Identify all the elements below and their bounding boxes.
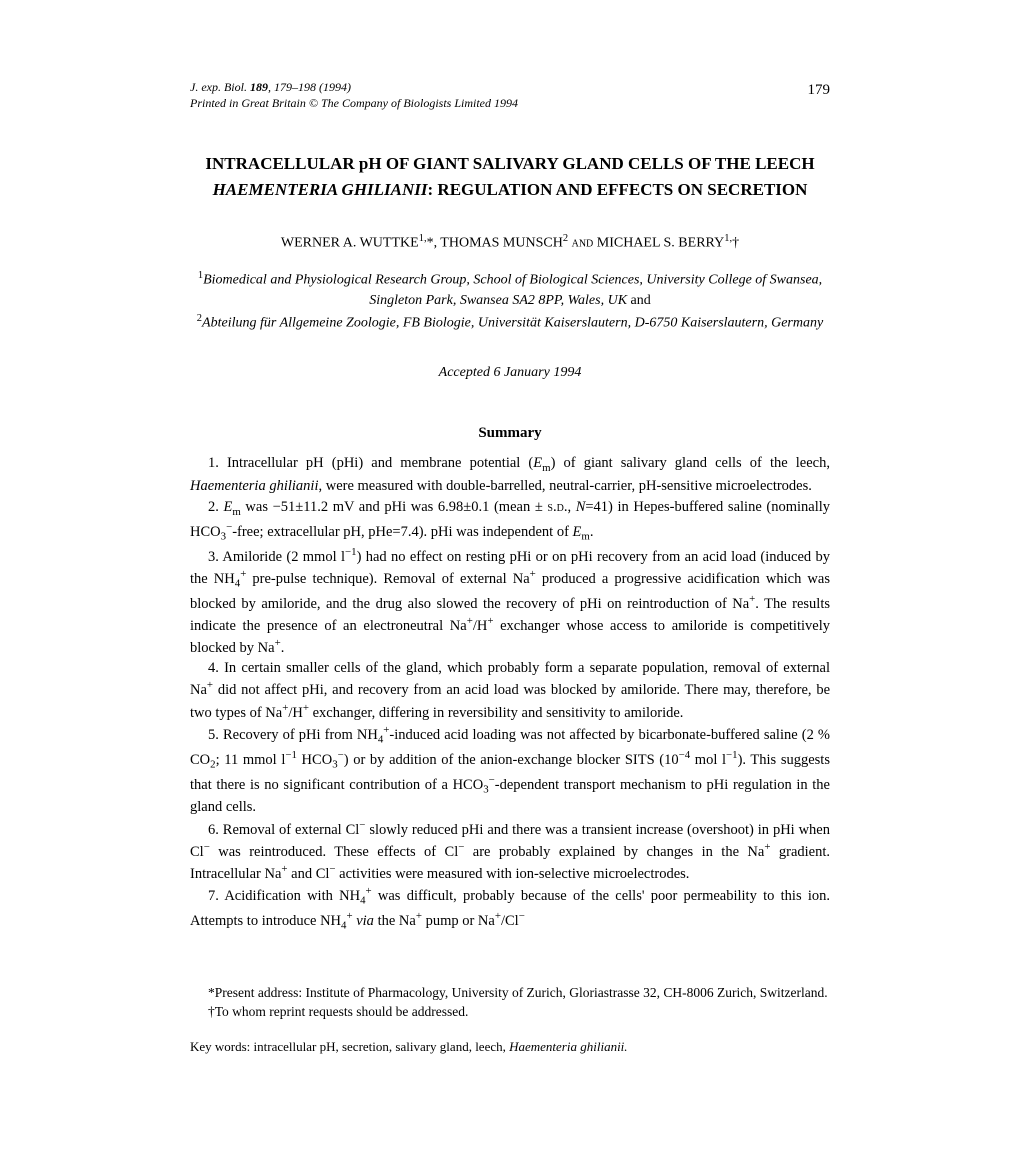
summary-body: 1. Intracellular pH (pHi) and membrane p… bbox=[190, 453, 830, 934]
page-number: 179 bbox=[808, 80, 831, 100]
journal-publisher: Printed in Great Britain © The Company o… bbox=[190, 96, 518, 110]
affil-and: and bbox=[627, 293, 651, 308]
summary-p4: 4. In certain smaller cells of the gland… bbox=[190, 658, 830, 723]
footnote-address: *Present address: Institute of Pharmacol… bbox=[190, 984, 830, 1003]
journal-volume: 189 bbox=[250, 80, 268, 94]
affiliations: 1Biomedical and Physiological Research G… bbox=[190, 268, 830, 334]
journal-pages: , 179–198 (1994) bbox=[268, 80, 351, 94]
summary-p6: 6. Removal of external Cl− slowly reduce… bbox=[190, 818, 830, 884]
title-species: HAEMENTERIA GHILIANII bbox=[213, 180, 428, 199]
accepted-date: Accepted 6 January 1994 bbox=[190, 364, 830, 383]
keywords: Key words: intracellular pH, secretion, … bbox=[190, 1038, 830, 1056]
summary-p5: 5. Recovery of pHi from NH4+-induced aci… bbox=[190, 723, 830, 818]
title-part2: : REGULATION AND EFFECTS ON SECRETION bbox=[428, 180, 808, 199]
affil-2: Abteilung für Allgemeine Zoologie, FB Bi… bbox=[202, 316, 823, 331]
footnote-reprint: †To whom reprint requests should be addr… bbox=[190, 1003, 830, 1022]
authors: WERNER A. WUTTKE1,*, THOMAS MUNSCH2 and … bbox=[190, 232, 830, 254]
header-row: J. exp. Biol. 189, 179–198 (1994) Printe… bbox=[190, 80, 830, 111]
footer-notes: *Present address: Institute of Pharmacol… bbox=[190, 984, 830, 1022]
summary-p1: 1. Intracellular pH (pHi) and membrane p… bbox=[190, 453, 830, 496]
journal-info: J. exp. Biol. 189, 179–198 (1994) Printe… bbox=[190, 80, 518, 111]
title-part1: INTRACELLULAR pH OF GIANT SALIVARY GLAND… bbox=[205, 154, 814, 173]
summary-p3: 3. Amiloride (2 mmol l−1) had no effect … bbox=[190, 545, 830, 658]
journal-name: J. exp. Biol. bbox=[190, 80, 247, 94]
affil-1: Biomedical and Physiological Research Gr… bbox=[203, 272, 822, 308]
summary-p2: 2. Em was −51±11.2 mV and pHi was 6.98±0… bbox=[190, 497, 830, 545]
article-title: INTRACELLULAR pH OF GIANT SALIVARY GLAND… bbox=[190, 151, 830, 202]
summary-heading: Summary bbox=[190, 423, 830, 443]
summary-p7: 7. Acidification with NH4+ was difficult… bbox=[190, 884, 830, 934]
